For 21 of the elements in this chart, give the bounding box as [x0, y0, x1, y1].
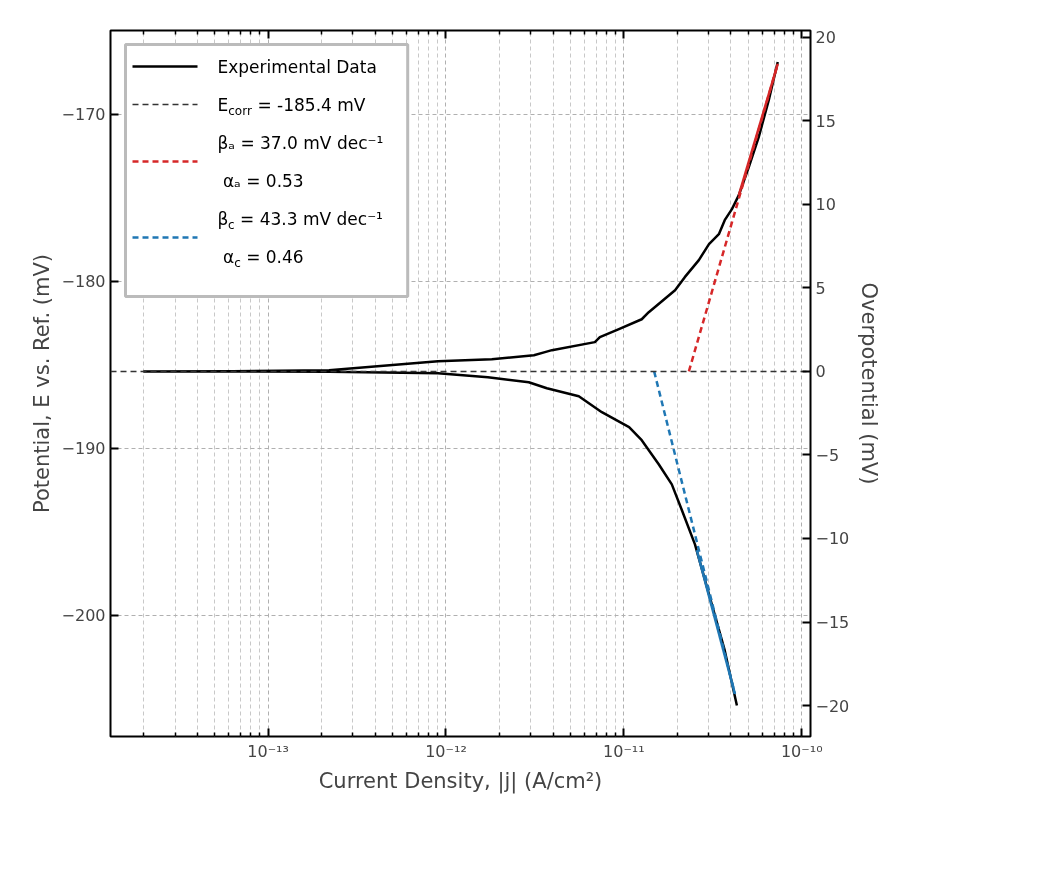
y2-tick-label: 20 [815, 28, 836, 48]
x-axis-title: Current Density, |j| (A/cm²) [318, 768, 603, 794]
y-tick-label: −190 [61, 439, 106, 459]
y-axis-title: Potential, E vs. Ref. (mV) [29, 253, 54, 513]
legend-label: Experimental Data [217, 56, 377, 77]
y-tick-label: −180 [61, 272, 106, 292]
y2-tick-label: 5 [815, 278, 826, 298]
y2-tick-label: −5 [815, 445, 840, 465]
y2-tick-label: −15 [815, 613, 850, 633]
x-tick-label: 10⁻¹³ [247, 741, 289, 761]
y2-tick-label: −20 [815, 696, 850, 716]
y2-tick-label: 15 [815, 111, 836, 131]
y2-tick-label: 0 [815, 362, 826, 382]
y-tick-label: −200 [61, 606, 106, 626]
y2-tick-label: −10 [815, 529, 850, 549]
x-tick-label: 10⁻¹¹ [603, 741, 645, 761]
x-tick-label: 10⁻¹² [425, 741, 467, 761]
y2-tick-label: 10 [815, 195, 836, 215]
y-tick-label: −170 [61, 105, 106, 125]
y2-axis-title: Overpotential (mV) [857, 282, 882, 485]
x-tick-label: 10⁻¹⁰ [780, 741, 823, 761]
